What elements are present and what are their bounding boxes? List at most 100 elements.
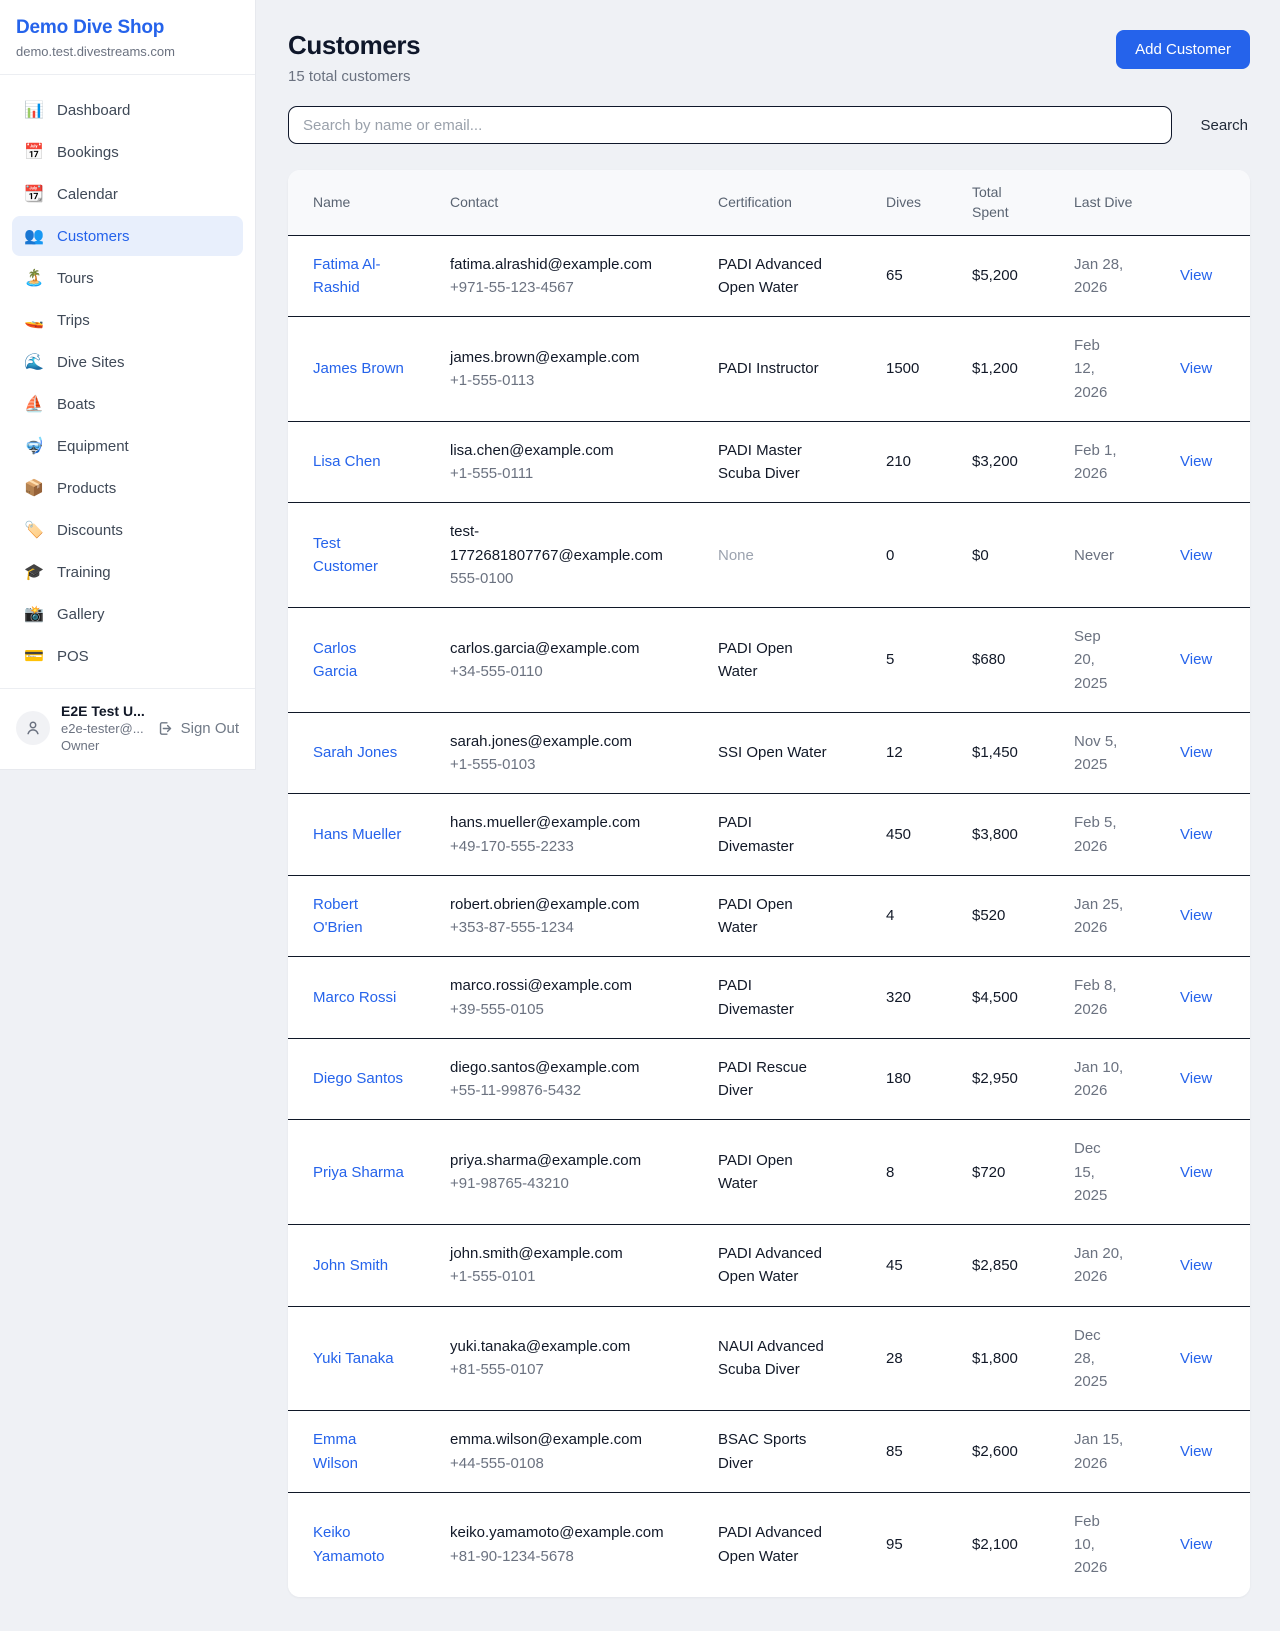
table-row: John Smith john.smith@example.com +1-555-0… xyxy=(288,1224,1250,1307)
dives-cell: 8 xyxy=(870,1119,956,1226)
customer-name-link[interactable]: Hans Mueller xyxy=(313,825,402,843)
contact-cell: emma.wilson@example.com +44-555-0108 xyxy=(434,1410,702,1493)
view-link[interactable]: View xyxy=(1180,907,1213,925)
sidebar-item-trips[interactable]: 🚤 Trips xyxy=(12,300,243,340)
action-cell: View xyxy=(1164,1410,1250,1493)
column-header-last-dive: Last Dive xyxy=(1058,170,1164,236)
wave-icon: 🌊 xyxy=(24,354,44,371)
view-link[interactable]: View xyxy=(1180,1070,1213,1088)
main-content: Customers 15 total customers Add Custome… xyxy=(256,0,1280,1631)
customer-name-link[interactable]: Fatima Al-Rashid xyxy=(313,255,381,296)
view-link[interactable]: View xyxy=(1180,1256,1213,1274)
speedboat-icon: 🚤 xyxy=(24,312,44,329)
shop-name: Demo Dive Shop xyxy=(16,17,165,38)
sidebar-item-dashboard[interactable]: 📊 Dashboard xyxy=(12,90,243,130)
name-cell: Sarah Jones xyxy=(288,712,434,795)
action-cell: View xyxy=(1164,1492,1250,1597)
customer-name-link[interactable]: Diego Santos xyxy=(313,1070,404,1088)
name-cell: John Smith xyxy=(288,1224,434,1307)
people-icon: 👥 xyxy=(24,228,44,245)
sign-out-button[interactable]: Sign Out xyxy=(157,720,239,737)
customer-email: robert.obrien@example.com xyxy=(450,895,640,913)
total-spent-cell: $3,800 xyxy=(956,793,1058,876)
view-link[interactable]: View xyxy=(1180,1536,1213,1554)
total-spent-cell: $1,800 xyxy=(956,1306,1058,1412)
customer-name-link[interactable]: Sarah Jones xyxy=(313,744,398,762)
total-spent-cell: $2,600 xyxy=(956,1410,1058,1493)
sidebar-item-bookings[interactable]: 📅 Bookings xyxy=(12,132,243,172)
customer-email: sarah.jones@example.com xyxy=(450,732,632,750)
user-info: E2E Test U... e2e-tester@... Owner xyxy=(61,703,146,753)
total-spent-cell: $2,850 xyxy=(956,1224,1058,1307)
add-customer-button[interactable]: Add Customer xyxy=(1116,30,1250,69)
customer-name-link[interactable]: James Brown xyxy=(313,360,404,378)
contact-cell: carlos.garcia@example.com +34-555-0110 xyxy=(434,607,702,713)
customer-name-link[interactable]: John Smith xyxy=(313,1256,389,1274)
contact-cell: keiko.yamamoto@example.com +81-90-1234-56… xyxy=(434,1492,702,1597)
view-link[interactable]: View xyxy=(1180,546,1213,564)
customer-name-link[interactable]: Keiko Yamamoto xyxy=(313,1524,385,1565)
sidebar-item-pos[interactable]: 💳 POS xyxy=(12,636,243,676)
search-input[interactable] xyxy=(288,106,1173,144)
table-row: Sarah Jones sarah.jones@example.com +1-555… xyxy=(288,712,1250,795)
sidebar-item-equipment[interactable]: 🤿 Equipment xyxy=(12,426,243,466)
customer-name-link[interactable]: Priya Sharma xyxy=(313,1163,404,1181)
search-button[interactable]: Search xyxy=(1200,116,1248,134)
page-header: Customers 15 total customers Add Custome… xyxy=(288,30,1250,85)
column-header-name: Name xyxy=(288,170,434,236)
customer-name-link[interactable]: Emma Wilson xyxy=(313,1431,359,1472)
view-link[interactable]: View xyxy=(1180,1163,1213,1181)
contact-cell: robert.obrien@example.com +353-87-555-123… xyxy=(434,875,702,958)
last-dive-cell: Feb 8, 2026 xyxy=(1058,956,1164,1039)
sidebar-item-training[interactable]: 🎓 Training xyxy=(12,552,243,592)
user-name: E2E Test U... xyxy=(61,703,145,719)
view-link[interactable]: View xyxy=(1180,1442,1213,1460)
view-link[interactable]: View xyxy=(1180,825,1213,843)
tag-icon: 🏷️ xyxy=(24,522,44,539)
sidebar-item-dive-sites[interactable]: 🌊 Dive Sites xyxy=(12,342,243,382)
sidebar-item-boats[interactable]: ⛵ Boats xyxy=(12,384,243,424)
view-link[interactable]: View xyxy=(1180,988,1213,1006)
action-cell: View xyxy=(1164,712,1250,795)
total-spent-cell: $680 xyxy=(956,607,1058,713)
view-link[interactable]: View xyxy=(1180,1349,1213,1367)
total-spent-cell: $2,100 xyxy=(956,1492,1058,1597)
sidebar-nav: 📊 Dashboard 📅 Bookings 📆 Calendar 👥 Customers 🏝️… xyxy=(0,75,255,688)
customer-phone: +55-11-99876-5432 xyxy=(450,1082,582,1100)
customer-name-link[interactable]: Lisa Chen xyxy=(313,453,381,471)
action-cell: View xyxy=(1164,502,1250,609)
customer-phone: +1-555-0111 xyxy=(450,465,534,483)
graduation-cap-icon: 🎓 xyxy=(24,564,44,581)
view-link[interactable]: View xyxy=(1180,453,1213,471)
contact-cell: james.brown@example.com +1-555-0113 xyxy=(434,316,702,422)
customer-name-link[interactable]: Carlos Garcia xyxy=(313,639,358,680)
customer-name-link[interactable]: Robert O'Brien xyxy=(313,895,363,937)
dives-cell: 65 xyxy=(870,235,956,318)
sidebar-item-products[interactable]: 📦 Products xyxy=(12,468,243,508)
customer-email: lisa.chen@example.com xyxy=(450,441,614,459)
view-link[interactable]: View xyxy=(1180,360,1213,378)
sidebar-item-gallery[interactable]: 📸 Gallery xyxy=(12,594,243,634)
view-link[interactable]: View xyxy=(1180,267,1213,285)
last-dive-cell: Dec 15, 2025 xyxy=(1058,1119,1164,1226)
certification-cell: SSI Open Water xyxy=(702,712,870,795)
column-header-certification: Certification xyxy=(702,170,870,236)
customer-name-link[interactable]: Yuki Tanaka xyxy=(313,1349,394,1367)
view-link[interactable]: View xyxy=(1180,744,1213,762)
table-row: Test Customer test-1772681807767@example.… xyxy=(288,502,1250,609)
contact-cell: lisa.chen@example.com +1-555-0111 xyxy=(434,421,702,504)
sidebar-item-label: Tours xyxy=(57,269,94,287)
sidebar-item-discounts[interactable]: 🏷️ Discounts xyxy=(12,510,243,550)
sidebar-item-customers[interactable]: 👥 Customers xyxy=(12,216,243,256)
sidebar-item-calendar[interactable]: 📆 Calendar xyxy=(12,174,243,214)
total-spent-cell: $2,950 xyxy=(956,1038,1058,1121)
customer-name-link[interactable]: Test Customer xyxy=(313,534,379,576)
last-dive-cell: Jan 25, 2026 xyxy=(1058,875,1164,958)
view-link[interactable]: View xyxy=(1180,651,1213,669)
customer-name-link[interactable]: Marco Rossi xyxy=(313,988,397,1006)
shop-domain: demo.test.divestreams.com xyxy=(16,44,175,59)
dives-cell: 5 xyxy=(870,607,956,713)
customer-phone: +353-87-555-1234 xyxy=(450,919,574,937)
sidebar-item-tours[interactable]: 🏝️ Tours xyxy=(12,258,243,298)
certification-cell: PADI Open Water xyxy=(702,875,870,958)
